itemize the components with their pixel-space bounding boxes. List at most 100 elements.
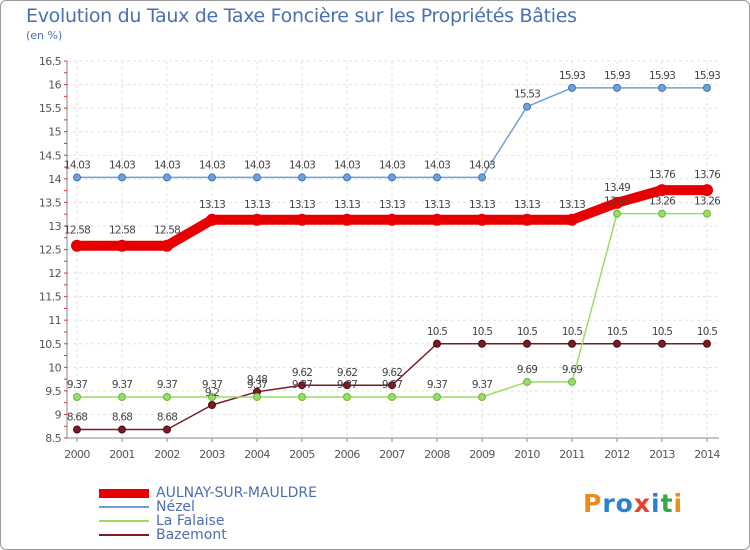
data-point (73, 425, 81, 434)
legend-label: AULNAY-SUR-MAULDRE (156, 485, 317, 501)
data-label: 15.53 (514, 89, 540, 101)
data-label: 15.93 (694, 70, 720, 82)
data-label: 13.13 (199, 199, 225, 211)
data-point (568, 83, 576, 92)
y-tick-label: 16.5 (39, 55, 62, 68)
data-point (566, 213, 578, 226)
y-tick-label: 10.5 (39, 338, 62, 351)
data-label: 9.48 (247, 374, 267, 386)
data-point (253, 173, 261, 182)
data-label: 13.13 (559, 199, 585, 211)
data-label: 9.37 (202, 379, 222, 391)
data-point (163, 393, 171, 402)
y-tick-label: 16 (48, 79, 61, 92)
data-label: 8.68 (67, 412, 87, 424)
data-point (208, 401, 216, 410)
y-tick-label: 14 (48, 173, 61, 186)
y-tick-label: 9.5 (45, 385, 61, 398)
logo-letter: i (673, 489, 684, 518)
legend-swatch (99, 489, 149, 498)
data-point (658, 339, 666, 348)
x-tick-label: 2013 (649, 448, 675, 461)
data-point (521, 213, 533, 226)
x-tick-label: 2004 (244, 448, 270, 461)
data-label: 13.76 (694, 169, 721, 181)
data-label: 13.13 (379, 199, 405, 211)
data-label: 13.13 (514, 199, 540, 211)
logo-letter: o (615, 489, 634, 518)
chart-title: Evolution du Taux de Taxe Foncière sur l… (26, 5, 577, 27)
legend-swatch (99, 506, 149, 508)
data-label: 14.03 (64, 159, 90, 171)
proxiti-logo: Proxiti (583, 489, 683, 518)
x-tick-label: 2010 (514, 448, 540, 461)
y-tick-label: 14.5 (39, 149, 62, 162)
data-label: 9.62 (382, 367, 402, 379)
data-label: 14.03 (154, 159, 180, 171)
data-point (388, 173, 396, 182)
data-point (523, 102, 531, 111)
data-point (478, 393, 486, 402)
data-point (253, 393, 261, 402)
data-label: 14.03 (334, 159, 360, 171)
logo-letter: t (660, 489, 674, 518)
data-label: 9.37 (337, 379, 357, 391)
data-point (476, 213, 488, 226)
data-label: 9.37 (382, 379, 402, 391)
legend-swatch (99, 520, 149, 522)
data-point (523, 377, 531, 386)
y-tick-label: 13 (48, 220, 61, 233)
data-label: 15.93 (649, 70, 675, 82)
logo-letter: r (602, 489, 616, 518)
data-point (613, 83, 621, 92)
data-point (206, 213, 218, 226)
data-point (433, 173, 441, 182)
data-point (658, 83, 666, 92)
data-label: 8.68 (112, 412, 132, 424)
legend-label: Nézel (156, 499, 195, 515)
data-point (343, 173, 351, 182)
y-tick-label: 13.5 (39, 196, 62, 209)
logo-letter: x (633, 489, 651, 518)
data-label: 13.49 (604, 182, 630, 194)
data-point (118, 425, 126, 434)
data-label: 14.03 (379, 159, 405, 171)
x-tick-label: 2005 (289, 448, 315, 461)
data-point (523, 339, 531, 348)
data-point (431, 213, 443, 226)
chart-subtitle: (en %) (26, 29, 63, 42)
data-label: 9.37 (472, 379, 492, 391)
data-label: 13.13 (244, 199, 270, 211)
data-point (208, 173, 216, 182)
data-label: 14.03 (109, 159, 135, 171)
data-point (163, 425, 171, 434)
data-point (118, 173, 126, 182)
y-tick-label: 9 (55, 408, 62, 421)
data-point (296, 213, 308, 226)
y-tick-label: 12.5 (39, 244, 62, 257)
logo-letter: i (651, 489, 661, 518)
data-point (298, 381, 306, 390)
data-point (701, 184, 713, 197)
data-label: 9.37 (157, 379, 177, 391)
x-tick-label: 2007 (379, 448, 405, 461)
data-label: 12.58 (64, 225, 90, 237)
y-tick-label: 15 (48, 126, 61, 139)
data-label: 12.58 (109, 225, 135, 237)
legend-label: La Falaise (156, 513, 225, 529)
data-label: 10.5 (472, 326, 492, 338)
data-point (656, 184, 668, 197)
logo-letter: P (583, 489, 603, 518)
data-point (703, 209, 711, 218)
data-point (703, 83, 711, 92)
data-label: 13.13 (334, 199, 360, 211)
data-label: 9.37 (67, 379, 87, 391)
data-point (611, 196, 623, 209)
data-label: 14.03 (424, 159, 450, 171)
y-tick-label: 11.5 (39, 291, 62, 304)
legend-swatch (99, 534, 149, 536)
data-label: 10.5 (427, 326, 447, 338)
data-label: 13.13 (424, 199, 450, 211)
data-label: 10.5 (562, 326, 582, 338)
